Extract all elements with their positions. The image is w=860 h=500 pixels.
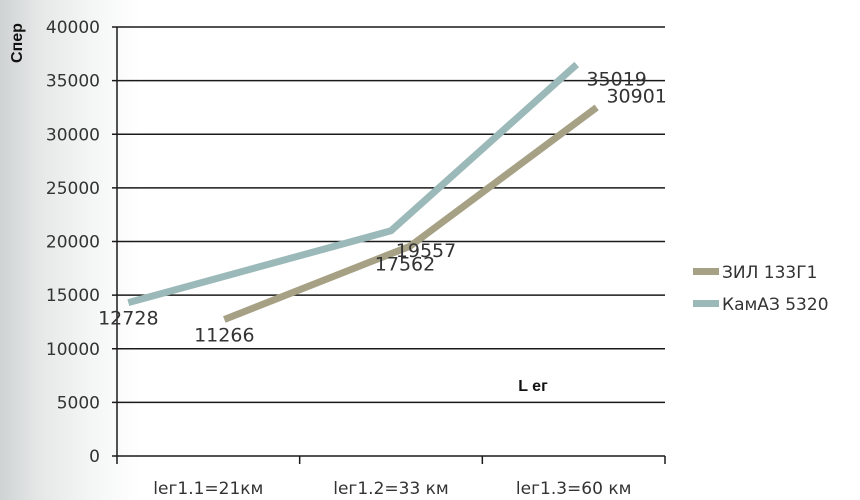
- y-axis-title: Спер: [9, 23, 26, 63]
- data-label: 30901: [606, 85, 666, 107]
- legend-label: КамАЗ 5320: [722, 295, 829, 315]
- x-tick-label: lег1.3=60 км: [516, 479, 632, 499]
- data-label: 19557: [396, 240, 456, 262]
- y-tick-label: 10000: [46, 340, 100, 360]
- data-label: 12728: [98, 308, 158, 330]
- series-line: [127, 61, 580, 307]
- x-axis: lег1.1=21км lег1.2=33 км lег1.3=60 км: [116, 27, 666, 499]
- legend-swatch: [693, 268, 719, 275]
- y-tick-label: 20000: [46, 233, 100, 253]
- y-tick-label: 5000: [57, 393, 100, 413]
- series-line: [223, 104, 599, 323]
- y-tick-label: 15000: [46, 286, 100, 306]
- y-tick-label: 0: [89, 447, 100, 467]
- x-tick-label: lег1.2=33 км: [333, 479, 449, 499]
- y-tick-label: 40000: [46, 18, 100, 38]
- legend-swatch: [693, 300, 719, 307]
- y-tick-label: 25000: [46, 179, 100, 199]
- series-lines: [127, 61, 599, 323]
- y-tick-label: 30000: [46, 125, 100, 145]
- data-label: 17562: [375, 253, 435, 275]
- data-labels: 11266 17562 30901 12728 19557 35019: [98, 69, 667, 347]
- data-label: 35019: [586, 69, 646, 91]
- legend: ЗИЛ 133Г1 КамАЗ 5320: [693, 263, 829, 315]
- data-label: 11266: [194, 324, 254, 346]
- y-tick-label: 35000: [46, 72, 100, 92]
- x-axis-title: L ег: [518, 378, 548, 395]
- legend-label: ЗИЛ 133Г1: [722, 263, 817, 283]
- y-tick-labels: 0 5000 10000 15000 20000 25000 30000 35000 40000: [46, 18, 100, 467]
- gridlines: [112, 26, 665, 457]
- x-tick-label: lег1.1=21км: [153, 479, 263, 499]
